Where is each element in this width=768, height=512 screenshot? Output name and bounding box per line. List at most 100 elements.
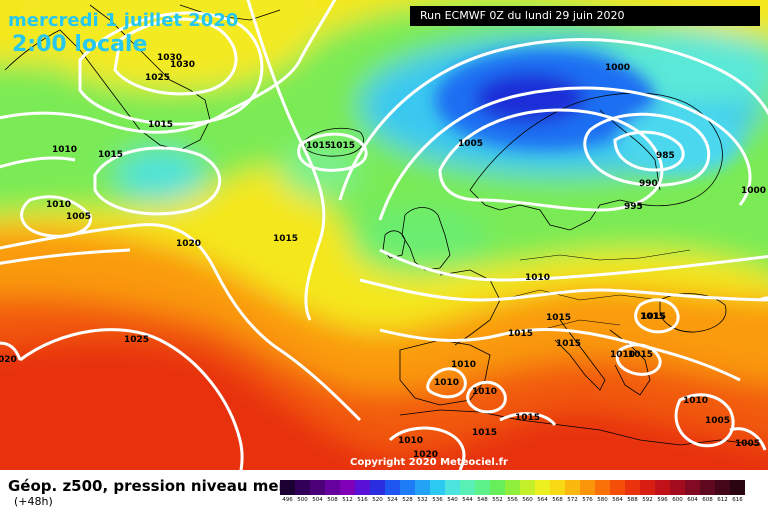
colorbar-swatch — [580, 480, 595, 495]
colorbar-swatch — [490, 480, 505, 495]
colorbar-swatch — [385, 480, 400, 495]
colorbar-tick-label: 552 — [492, 497, 503, 503]
isobar-label: 1030 — [157, 53, 182, 63]
colorbar-swatch — [685, 480, 700, 495]
isobar-label: 1015 — [273, 234, 298, 244]
isobar-label: 1010 — [610, 350, 635, 360]
colorbar-swatch — [400, 480, 415, 495]
colorbar-tick-label: 556 — [507, 497, 518, 503]
isobar-label: 1010 — [434, 378, 459, 388]
isobar-label: 985 — [656, 151, 675, 161]
colorbar-tick-label: 536 — [432, 497, 443, 503]
colorbar-swatch — [715, 480, 730, 495]
colorbar-swatch — [430, 480, 445, 495]
isobar-label: 1020 — [176, 239, 201, 249]
colorbar-swatch — [730, 480, 745, 495]
isobar-label: 1015 — [330, 141, 355, 151]
colorbar-tick-label: 588 — [627, 497, 638, 503]
isobar-label: 020 — [0, 355, 17, 365]
legend-title: Géop. z500, pression niveau mer — [8, 477, 286, 495]
map-canvas: 1030 1030 1025 1015 1010 1015 1010 1005 … — [0, 0, 768, 470]
isobar-label: 1010 — [525, 273, 550, 283]
isobar-label: 1010 — [398, 436, 423, 446]
colorbar-swatch — [370, 480, 385, 495]
isobar-label: 1015 — [508, 329, 533, 339]
isobar-label: 1015 — [472, 428, 497, 438]
colorbar-tick-label: 512 — [342, 497, 353, 503]
isobar-label: 1015 — [306, 141, 331, 151]
colorbar-tick-label: 508 — [327, 497, 338, 503]
colorbar-tick-label: 612 — [717, 497, 728, 503]
colorbar-swatch — [325, 480, 340, 495]
colorbar-tick-label: 548 — [477, 497, 488, 503]
colorbar-swatch — [445, 480, 460, 495]
colorbar-swatch — [535, 480, 550, 495]
colorbar-tick-label: 580 — [597, 497, 608, 503]
colorbar-swatch — [625, 480, 640, 495]
isobar-labels: 1030 1030 1025 1015 1010 1015 1010 1005 … — [0, 53, 766, 460]
isobars — [0, 0, 768, 470]
isobar-label: 1015 — [148, 120, 173, 130]
isobar-label: 1015 — [515, 413, 540, 423]
isobar-label: 1010 — [52, 145, 77, 155]
forecast-date: mercredi 1 juillet 2020 — [8, 10, 239, 31]
isobar-label: 1015 — [546, 313, 571, 323]
colorbar-tick-label: 540 — [447, 497, 458, 503]
coastlines — [4, 4, 761, 446]
colorbar-tick-label: 592 — [642, 497, 653, 503]
isobar-label: 1005 — [735, 439, 760, 449]
colorbar-tick-label: 604 — [687, 497, 698, 503]
colorbar-swatch — [520, 480, 535, 495]
forecast-time: 2:00 locale — [12, 32, 148, 57]
colorbar-swatch — [565, 480, 580, 495]
colorbar-swatch — [295, 480, 310, 495]
colorbar-tick-label: 560 — [522, 497, 533, 503]
isobar-label: 1010 — [46, 200, 71, 210]
colorbar-tick-label: 600 — [672, 497, 683, 503]
colorbar-swatch — [700, 480, 715, 495]
isobar-label: 995 — [624, 202, 643, 212]
isobar-label: 1015 — [640, 312, 665, 322]
isobar-label: 1030 — [170, 60, 195, 70]
isobar-label: 1010 — [451, 360, 476, 370]
colorbar-tick-label: 608 — [702, 497, 713, 503]
colorbar-tick-label: 584 — [612, 497, 623, 503]
colorbar-swatch — [460, 480, 475, 495]
colorbar-tick-label: 568 — [552, 497, 563, 503]
colorbar-swatch — [505, 480, 520, 495]
colorbar-swatch — [355, 480, 370, 495]
isobar-label: 1015 — [556, 339, 581, 349]
colorbar-swatch — [340, 480, 355, 495]
colorbar-swatch — [310, 480, 325, 495]
forecast-lead-time: (+48h) — [14, 495, 53, 508]
colorbar-tick-label: 544 — [462, 497, 473, 503]
isobar-label: 1010 — [472, 387, 497, 397]
colorbar-tick-label: 532 — [417, 497, 428, 503]
isobar-label: 1020 — [413, 450, 438, 460]
isobar-label: 1015 — [98, 150, 123, 160]
run-info-box: Run ECMWF 0Z du lundi 29 juin 2020 — [410, 6, 760, 26]
colorbar-swatch — [475, 480, 490, 495]
colorbar-tick-label: 572 — [567, 497, 578, 503]
weather-map: 1030 1030 1025 1015 1010 1015 1010 1005 … — [0, 0, 768, 470]
isobar-label: 1015 — [641, 312, 666, 322]
colorbar-swatch — [415, 480, 430, 495]
isobar-label: 1000 — [741, 186, 766, 196]
colorbar-swatch — [550, 480, 565, 495]
isobar-label: 1025 — [145, 73, 170, 83]
colorbar-tick-label: 564 — [537, 497, 548, 503]
colorbar-tick-label: 524 — [387, 497, 398, 503]
legend-panel: Géop. z500, pression niveau mer (+48h) 4… — [0, 470, 768, 512]
run-info-text: Run ECMWF 0Z du lundi 29 juin 2020 — [420, 9, 625, 22]
colorbar-tick-label: 616 — [732, 497, 743, 503]
colorbar-swatch — [655, 480, 670, 495]
isobar-label: 1015 — [628, 350, 653, 360]
isobar-label: 1005 — [66, 212, 91, 222]
isobar-label: 1005 — [458, 139, 483, 149]
colorbar-tick-label: 496 — [282, 497, 293, 503]
colorbar-swatch — [610, 480, 625, 495]
isobar-label: 1000 — [605, 63, 630, 73]
colorbar-tick-label: 596 — [657, 497, 668, 503]
copyright-text: Copyright 2020 Meteociel.fr — [350, 457, 508, 468]
colorbar-tick-label: 528 — [402, 497, 413, 503]
